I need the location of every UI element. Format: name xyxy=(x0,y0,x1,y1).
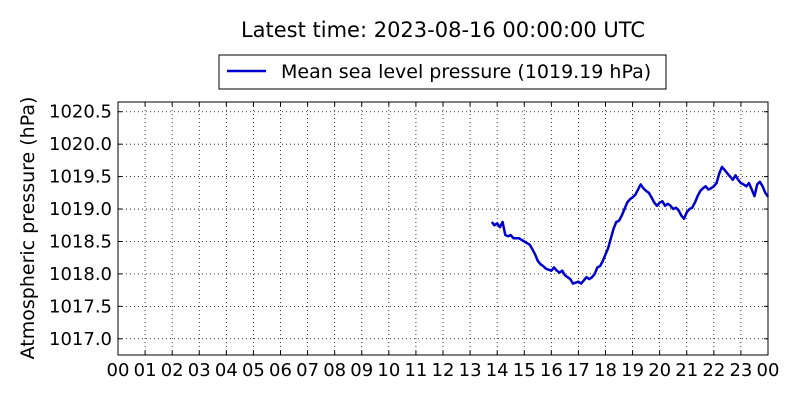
x-tick-label: 07 xyxy=(296,360,319,381)
x-tick-label: 18 xyxy=(594,360,617,381)
chart-title: Latest time: 2023-08-16 00:00:00 UTC xyxy=(240,18,646,42)
y-tick-label: 1019.0 xyxy=(49,199,112,220)
series-line-mean-sea-level-pressure xyxy=(490,165,770,285)
plot-frame xyxy=(117,101,769,356)
y-tick-label: 1017.5 xyxy=(49,296,112,317)
y-tick-label: 1019.5 xyxy=(49,167,112,188)
x-tick-label: 08 xyxy=(323,360,346,381)
x-tick-label: 05 xyxy=(242,360,265,381)
y-tick-label: 1020.5 xyxy=(49,102,112,123)
x-tick-label: 23 xyxy=(729,360,752,381)
x-tick-label: 16 xyxy=(540,360,563,381)
x-tick-label: 20 xyxy=(648,360,671,381)
x-tick-label: 21 xyxy=(675,360,698,381)
axis-ticks: 00 01 02 03 04 05 06 07 08 09 10 11 12 13 14 15 16 17 18 19… xyxy=(49,102,779,381)
y-tick-label: 1020.0 xyxy=(49,134,112,155)
grid xyxy=(118,102,768,355)
x-tick-label: 09 xyxy=(350,360,373,381)
legend: Mean sea level pressure (1019.19 hPa) xyxy=(218,54,667,90)
legend-frame xyxy=(218,54,667,90)
x-tick-label: 19 xyxy=(621,360,644,381)
legend-label: Mean sea level pressure (1019.19 hPa) xyxy=(281,61,651,83)
x-tick-label: 02 xyxy=(161,360,184,381)
x-tick-label: 13 xyxy=(459,360,482,381)
y-tick-label: 1018.0 xyxy=(49,264,112,285)
x-tick-label: 14 xyxy=(486,360,509,381)
x-tick-label: 17 xyxy=(567,360,590,381)
x-tick-label: 04 xyxy=(215,360,238,381)
x-tick-label: 00 xyxy=(757,360,780,381)
y-tick-label: 1018.5 xyxy=(49,231,112,252)
x-tick-label: 15 xyxy=(513,360,536,381)
x-tick-label: 12 xyxy=(432,360,455,381)
x-tick-label: 01 xyxy=(134,360,157,381)
x-tick-label: 11 xyxy=(404,360,427,381)
x-tick-label: 06 xyxy=(269,360,292,381)
series-layer xyxy=(490,165,770,285)
x-tick-label: 00 xyxy=(107,360,130,381)
x-tick-label: 22 xyxy=(702,360,725,381)
y-axis-label: Atmospheric pressure (hPa) xyxy=(17,97,39,360)
x-tick-label: 10 xyxy=(377,360,400,381)
x-tick-label: 03 xyxy=(188,360,211,381)
y-tick-label: 1017.0 xyxy=(49,329,112,350)
